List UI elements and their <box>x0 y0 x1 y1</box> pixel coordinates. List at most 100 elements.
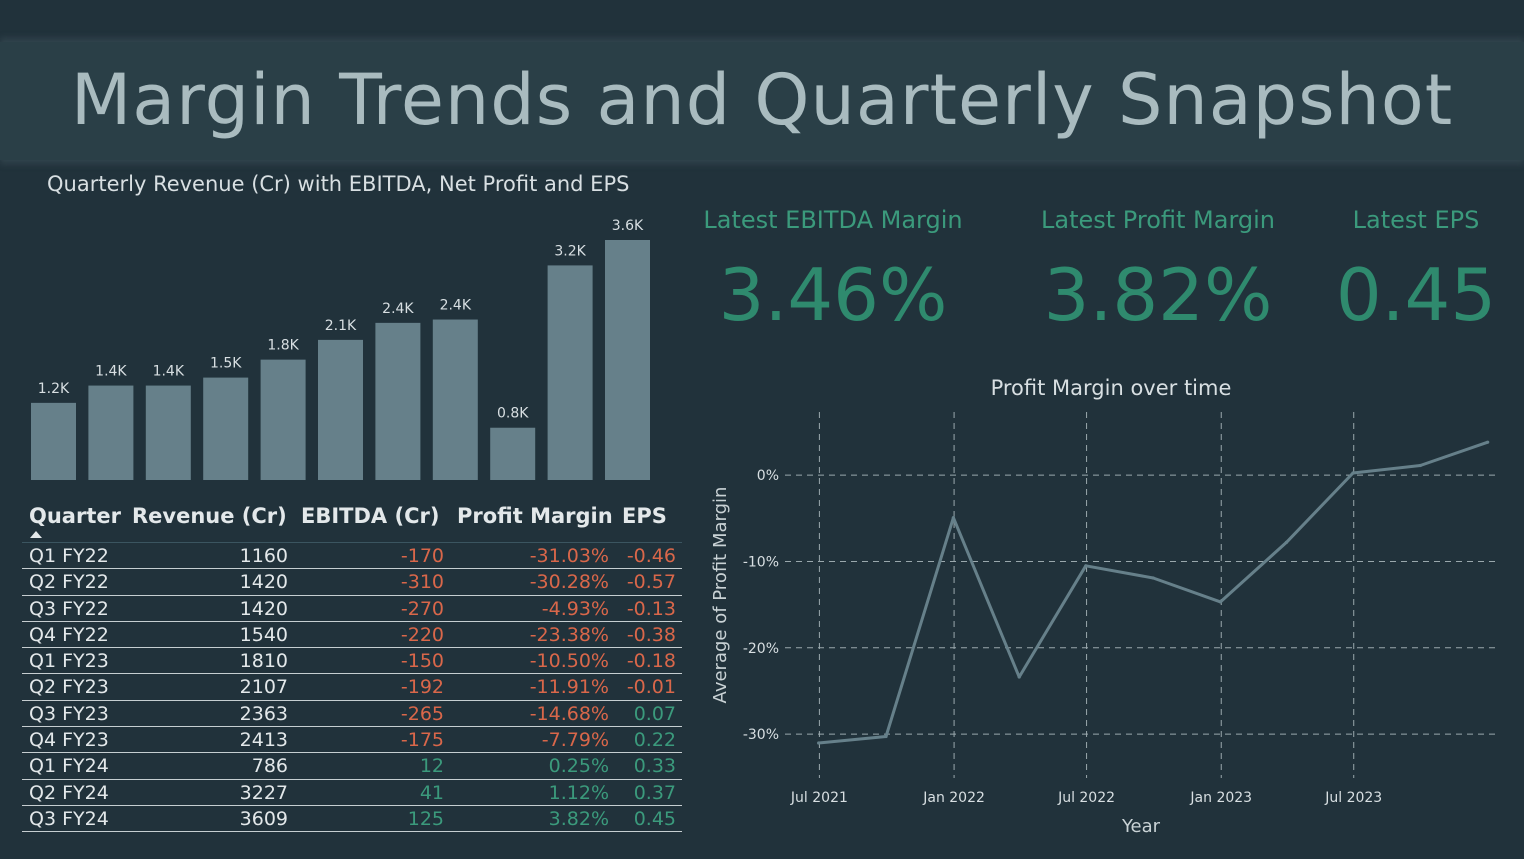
cell-ebitda: -175 <box>400 729 444 752</box>
bar-q4-fy22[interactable] <box>203 377 249 480</box>
x-tick-label: Jan 2023 <box>1189 790 1252 806</box>
profit-margin-series-line[interactable] <box>818 440 1489 745</box>
cell-profit-margin: -23.38% <box>529 623 609 646</box>
bar-q1-fy23[interactable] <box>260 359 306 480</box>
cell-quarter: Q3 FY24 <box>29 807 109 830</box>
bar-q3-fy22[interactable] <box>145 385 191 480</box>
bar-data-label: 2.4K <box>440 298 472 314</box>
cell-revenue: 1810 <box>239 650 288 673</box>
bar-data-label: 3.6K <box>612 218 644 234</box>
bar-data-label: 2.1K <box>325 318 357 334</box>
kpi-eps-value: 0.45 <box>1335 253 1497 337</box>
cell-profit-margin: -7.79% <box>541 729 609 752</box>
bar-data-label: 1.2K <box>38 381 70 397</box>
header-quarter[interactable]: Quarter <box>29 504 121 528</box>
bar-q1-fy22[interactable] <box>31 402 76 480</box>
cell-ebitda: -270 <box>400 597 444 620</box>
line-data-point[interactable] <box>1351 471 1355 475</box>
line-data-point[interactable] <box>884 734 888 739</box>
line-data-point[interactable] <box>1084 564 1088 568</box>
line-data-point[interactable] <box>817 741 821 745</box>
line-data-point[interactable] <box>1017 675 1021 679</box>
kpi-ebitda-margin-value: 3.46% <box>718 253 948 337</box>
line-data-point[interactable] <box>1151 576 1155 580</box>
cell-quarter: Q4 FY23 <box>29 729 109 752</box>
line-data-point[interactable] <box>1418 463 1422 468</box>
table-row[interactable]: Q4 FY23 2413 -175 -7.79% 0.22 <box>22 727 682 754</box>
cell-profit-margin: -31.03% <box>529 545 609 567</box>
cell-ebitda: -192 <box>400 676 444 699</box>
cell-profit-margin: -10.50% <box>529 650 609 673</box>
cell-revenue: 1160 <box>239 545 288 567</box>
cell-ebitda: 125 <box>407 807 444 830</box>
cell-quarter: Q2 FY22 <box>29 571 109 594</box>
bar-q2-fy24[interactable] <box>547 265 593 480</box>
cell-revenue: 2363 <box>239 702 288 725</box>
x-tick-label: Jan 2022 <box>922 790 985 806</box>
bar-data-label: 1.4K <box>153 364 185 380</box>
cell-ebitda: -150 <box>400 650 444 673</box>
bar-q1-fy24[interactable] <box>490 427 536 480</box>
cell-ebitda: 12 <box>419 755 444 778</box>
bar-q2-fy22[interactable] <box>88 385 134 480</box>
table-header: Quarter Revenue (Cr) EBITDA (Cr) Profit … <box>22 500 682 543</box>
table-row[interactable]: Q1 FY23 1810 -150 -10.50% -0.18 <box>22 648 682 675</box>
table-row[interactable]: Q3 FY23 2363 -265 -14.68% 0.07 <box>22 701 682 728</box>
cell-revenue: 2413 <box>239 729 288 752</box>
cell-quarter: Q2 FY24 <box>29 781 109 804</box>
header-ebitda[interactable]: EBITDA (Cr) <box>301 504 440 528</box>
cell-eps: -0.18 <box>626 650 676 673</box>
cell-profit-margin: -30.28% <box>529 571 609 594</box>
bar-data-label: 0.8K <box>497 406 529 422</box>
table-row[interactable]: Q2 FY23 2107 -192 -11.91% -0.01 <box>22 674 682 701</box>
cell-profit-margin: -4.93% <box>541 597 609 620</box>
bar-q3-fy24[interactable] <box>605 240 650 480</box>
table-row[interactable]: Q2 FY22 1420 -310 -30.28% -0.57 <box>22 569 682 596</box>
cell-eps: 0.37 <box>633 781 676 804</box>
cell-eps: -0.01 <box>626 676 676 699</box>
sort-ascending-icon[interactable] <box>30 531 42 538</box>
header-eps[interactable]: EPS <box>622 504 667 528</box>
cell-quarter: Q1 FY24 <box>29 755 109 778</box>
revenue-bar-chart: 1.2K 1.4K 1.4K 1.5K 1.8K 2.1K 2.4K 2.4K 0.8K 3.2K… <box>31 218 650 480</box>
quarterly-table: Quarter Revenue (Cr) EBITDA (Cr) Profit … <box>22 500 682 833</box>
line-data-point[interactable] <box>1218 600 1223 604</box>
x-tick-label: Jul 2022 <box>1057 790 1115 806</box>
cell-profit-margin: -14.68% <box>529 702 609 725</box>
bar-chart-title: Quarterly Revenue (Cr) with EBITDA, Net … <box>47 172 630 196</box>
cell-revenue: 3609 <box>239 807 288 830</box>
table-row[interactable]: Q3 FY22 1420 -270 -4.93% -0.13 <box>22 596 682 622</box>
cell-profit-margin: 3.82% <box>548 807 609 830</box>
line-data-point[interactable] <box>1284 540 1288 544</box>
cell-quarter: Q4 FY22 <box>29 623 109 646</box>
header-profit-margin[interactable]: Profit Margin <box>457 504 613 528</box>
kpi-profit-margin-value: 3.82% <box>1043 253 1273 337</box>
y-tick-label: -30% <box>743 727 779 743</box>
line-data-point[interactable] <box>951 516 955 520</box>
bar-data-label: 3.2K <box>554 243 586 259</box>
cell-revenue: 1420 <box>239 571 288 594</box>
cell-revenue: 2107 <box>239 676 288 699</box>
table-row[interactable]: Q3 FY24 3609 125 3.82% 0.45 <box>22 806 682 833</box>
table-body: Q1 FY22 1160 -170 -31.03% -0.46 Q2 FY22 1420 -3… <box>22 543 682 833</box>
header-revenue[interactable]: Revenue (Cr) <box>132 504 287 528</box>
cell-eps: 0.22 <box>633 729 676 752</box>
cell-profit-margin: 0.25% <box>548 755 609 778</box>
bar-q3-fy23[interactable] <box>375 322 421 480</box>
table-row[interactable]: Q2 FY24 3227 41 1.12% 0.37 <box>22 780 682 806</box>
cell-eps: -0.57 <box>626 571 676 594</box>
bar-q4-fy23[interactable] <box>432 319 478 480</box>
bar-data-label: 1.5K <box>210 356 242 372</box>
table-row[interactable]: Q4 FY22 1540 -220 -23.38% -0.38 <box>22 622 682 649</box>
table-row[interactable]: Q1 FY22 1160 -170 -31.03% -0.46 <box>22 543 682 570</box>
table-row[interactable]: Q1 FY24 786 12 0.25% 0.33 <box>22 753 682 780</box>
cell-revenue: 1540 <box>239 623 288 646</box>
cell-quarter: Q1 FY22 <box>29 545 109 567</box>
y-tick-label: -20% <box>743 641 779 657</box>
line-data-point[interactable] <box>1486 440 1490 444</box>
cell-quarter: Q1 FY23 <box>29 650 109 673</box>
bar-q2-fy23[interactable] <box>318 339 363 480</box>
bar-data-label: 1.8K <box>267 338 299 354</box>
cell-eps: -0.38 <box>626 623 676 646</box>
cell-quarter: Q2 FY23 <box>29 676 109 699</box>
